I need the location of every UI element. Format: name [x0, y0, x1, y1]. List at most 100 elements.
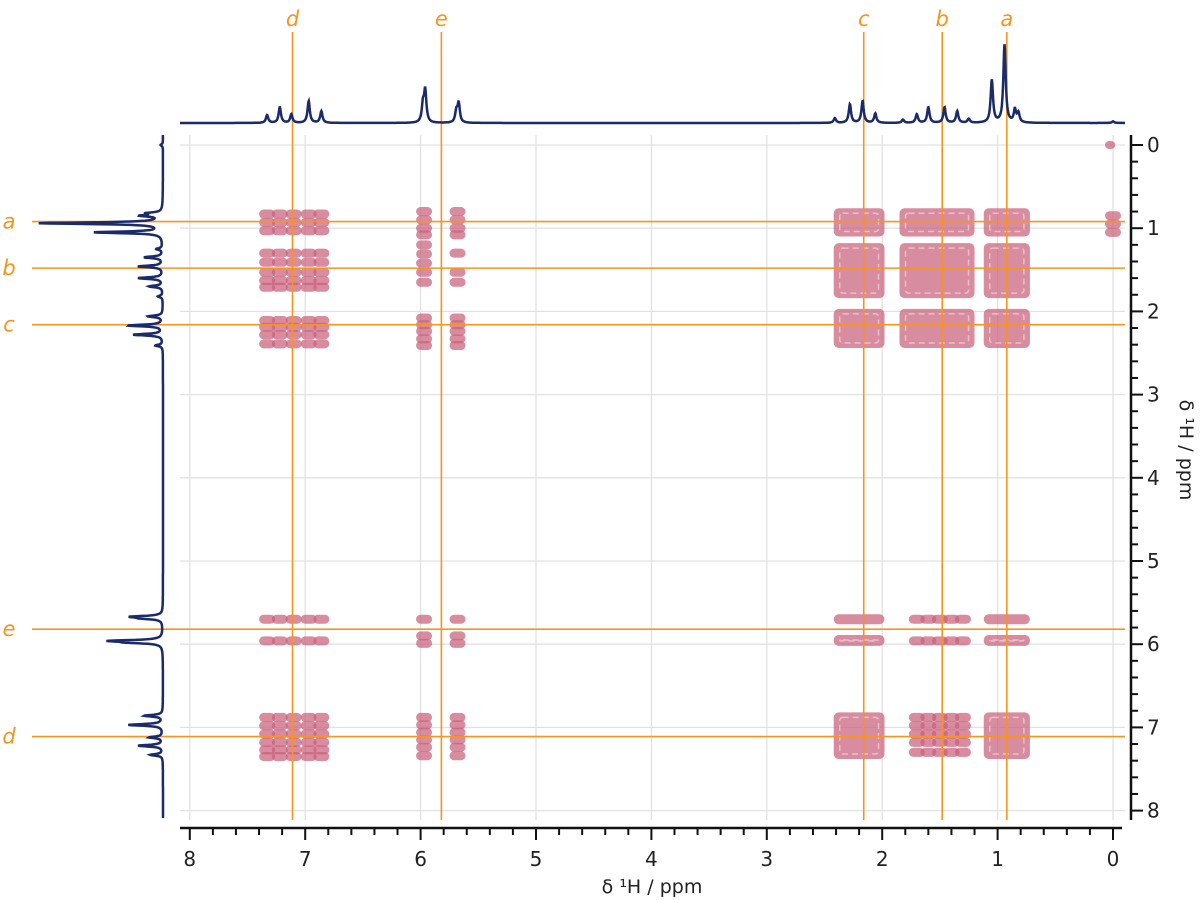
crosspeak-dot	[449, 742, 466, 752]
crosspeak-dot	[285, 339, 302, 349]
x-tick-label: 7	[299, 847, 312, 871]
crosspeak-dot	[954, 737, 971, 747]
x-tick-label: 4	[645, 847, 658, 871]
crosspeak-dot	[416, 751, 433, 761]
crosspeak-dot	[908, 737, 925, 747]
crosspeak-dot	[285, 721, 302, 731]
crosspeak-dot	[271, 248, 288, 258]
crosspeak-dot	[300, 209, 317, 219]
y-tick-label: 7	[1147, 715, 1160, 739]
crosspeak-dot	[416, 207, 433, 217]
crosspeak-dot	[954, 614, 971, 624]
y-tick-label: 3	[1147, 383, 1160, 407]
crosspeak-dot	[300, 614, 317, 624]
crosspeak-dot	[285, 737, 302, 747]
peak-label-top-a: a	[1000, 7, 1013, 31]
crosspeak-dot	[416, 614, 433, 624]
crosspeak-dot	[271, 339, 288, 349]
crosspeak-contour	[904, 313, 970, 344]
crosspeak-dot	[449, 215, 466, 225]
crosspeak-dot	[300, 330, 317, 340]
crosspeak-dot	[271, 330, 288, 340]
crosspeak-dot	[313, 636, 330, 646]
crosspeak-dot	[416, 720, 433, 730]
y-axis-title: δ ¹H / ppm	[1175, 400, 1197, 501]
crosspeak-block	[833, 208, 885, 237]
crosspeak-dot	[449, 267, 466, 277]
crosspeak-dot	[259, 226, 276, 236]
crosspeak-dot	[259, 752, 276, 762]
crosspeak-dot	[416, 240, 433, 250]
crosspeak-dot	[943, 737, 960, 747]
crosspeak-block	[833, 308, 885, 349]
crosspeak-dot	[313, 752, 330, 762]
crosspeak-dot	[285, 248, 302, 258]
crosspeak-dot	[259, 282, 276, 292]
peak-label-left-c: c	[3, 313, 15, 337]
crosspeak-dot	[300, 721, 317, 731]
crosspeak-dot	[449, 727, 466, 737]
y-tick-label: 5	[1147, 549, 1160, 573]
crosspeak-dot	[931, 721, 948, 731]
crosspeak-dot	[300, 712, 317, 722]
y-tick-label: 6	[1147, 632, 1160, 656]
crosspeak-dot	[416, 230, 433, 240]
crosspeaks	[259, 140, 1121, 762]
crosspeak-dot	[954, 712, 971, 722]
crosspeak-dot	[449, 638, 466, 648]
crosspeak-dot	[416, 735, 433, 745]
crosspeak-dot	[1105, 227, 1121, 237]
crosspeak-dot	[954, 721, 971, 731]
x-tick-label: 6	[414, 847, 427, 871]
crosspeak-contour	[838, 716, 880, 755]
crosspeak-dot	[416, 267, 433, 277]
y-tick-label: 8	[1147, 799, 1160, 823]
crosspeak-dot	[943, 721, 960, 731]
crosspeak-dot	[313, 209, 330, 219]
crosspeak-dot	[943, 712, 960, 722]
crosspeak-block	[833, 635, 885, 646]
crosspeak-dot	[285, 712, 302, 722]
crosspeak-dot	[285, 282, 302, 292]
crosspeak-dot	[908, 712, 925, 722]
crosspeak-block	[833, 614, 885, 625]
peak-label-top-d: d	[286, 7, 300, 31]
crosspeak-dot	[931, 712, 948, 722]
crosspeak-dot	[943, 747, 960, 757]
crosspeak-dot	[285, 217, 302, 227]
top-projection-spectrum	[180, 44, 1125, 125]
crosspeak-block	[833, 712, 885, 760]
crosspeak-dot	[313, 339, 330, 349]
crosspeak-dot	[943, 614, 960, 624]
crosspeak-dot	[300, 267, 317, 277]
crosspeak-dot	[449, 230, 466, 240]
crosspeak-dot	[908, 747, 925, 757]
crosspeak-dot	[416, 712, 433, 722]
crosspeak-contour	[838, 313, 880, 344]
crosspeak-dot	[313, 614, 330, 624]
x-tick-label: 8	[183, 847, 196, 871]
crosspeak-dot	[416, 215, 433, 225]
crosspeak-dot	[920, 721, 937, 731]
crosspeak-dot	[313, 267, 330, 277]
crosspeak-dot	[300, 636, 317, 646]
crosspeak-dot	[300, 339, 317, 349]
crosspeak-dot	[416, 249, 433, 259]
peak-label-left-e: e	[3, 617, 16, 641]
crosspeak-dot	[920, 712, 937, 722]
crosspeak-block	[899, 308, 975, 349]
crosspeak-dot	[259, 737, 276, 747]
crosspeak-dot	[313, 737, 330, 747]
crosspeak-dot	[931, 636, 948, 646]
crosspeak-dot	[416, 277, 433, 287]
crosspeak-dot	[313, 226, 330, 236]
crosspeak-dot	[259, 217, 276, 227]
crosspeak-dot	[271, 712, 288, 722]
y-tick-label: 0	[1147, 133, 1160, 157]
peak-label-top-e: e	[435, 7, 448, 31]
crosspeak-dot	[313, 721, 330, 731]
crosspeak-dot	[259, 330, 276, 340]
crosspeak-block	[899, 208, 975, 237]
crosspeak-dot	[313, 330, 330, 340]
x-axis: 8 7 6 5 4 3 2 1 0	[180, 826, 1122, 871]
